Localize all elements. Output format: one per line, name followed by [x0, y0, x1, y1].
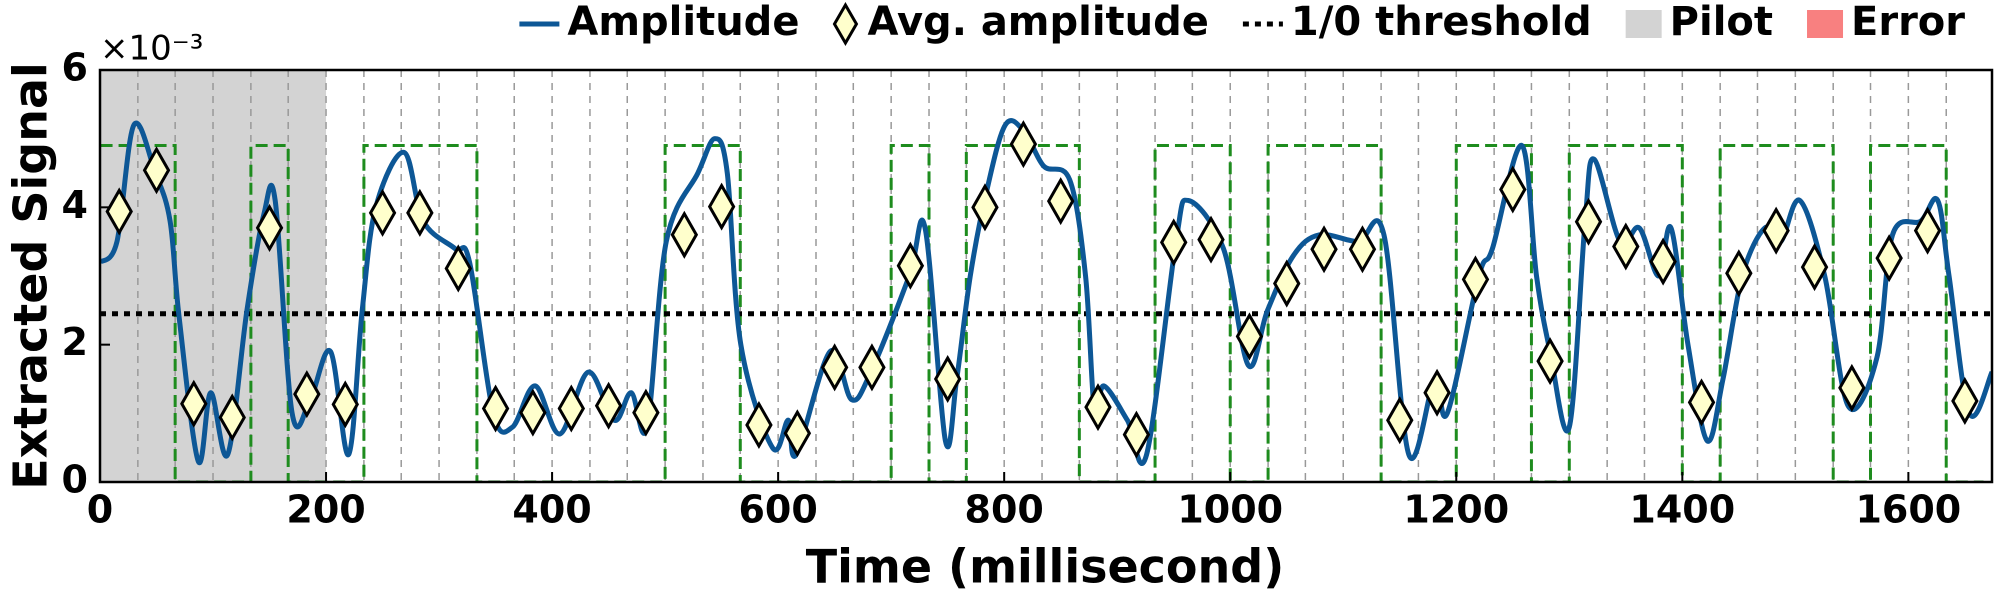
- avg-marker: [1235, 312, 1264, 361]
- avg-marker: [707, 182, 736, 231]
- avg-marker: [1951, 376, 1979, 425]
- avg-marker: [1875, 234, 1903, 283]
- y-offset-label: ×10⁻³: [100, 29, 203, 69]
- avg-marker: [1649, 237, 1677, 286]
- legend-label: Pilot: [1670, 0, 1773, 45]
- avg-marker: [670, 210, 699, 259]
- legend-label: Avg. amplitude: [867, 0, 1208, 45]
- avg-marker: [519, 388, 547, 437]
- avg-marker: [293, 370, 321, 419]
- avg-marker: [142, 146, 171, 195]
- avg-marker: [632, 388, 660, 437]
- y-axis-label: Extracted Signal: [4, 62, 58, 490]
- x-tick-label: 600: [738, 488, 817, 532]
- avg-marker: [1838, 363, 1866, 412]
- x-tick-label: 1400: [1629, 488, 1735, 532]
- avg-marker: [331, 380, 359, 429]
- avg-marker: [896, 241, 925, 290]
- avg-marker: [745, 400, 773, 450]
- x-tick-label: 400: [512, 488, 591, 532]
- avg-marker: [1386, 396, 1414, 445]
- legend-label: Error: [1851, 0, 1965, 45]
- avg-marker: [406, 188, 434, 237]
- avg-marker: [105, 187, 133, 236]
- avg-marker: [1046, 177, 1075, 226]
- plot-frame: [98, 68, 1994, 484]
- legend-patch: [1807, 10, 1844, 38]
- avg-marker: [1536, 337, 1564, 386]
- avg-marker: [1084, 383, 1112, 432]
- y-tick-label: 2: [62, 320, 88, 364]
- avg-marker: [820, 343, 849, 392]
- x-axis-label: Time (millisecond): [806, 540, 1284, 594]
- amplitude-line: [100, 118, 1992, 466]
- avg-marker: [1273, 259, 1301, 308]
- avg-marker: [1762, 206, 1790, 255]
- x-tick-label: 1600: [1855, 488, 1961, 532]
- legend-diamond: [832, 2, 859, 46]
- avg-marker: [933, 354, 962, 404]
- avg-marker: [444, 244, 473, 293]
- avg-marker: [1423, 368, 1451, 417]
- avg-marker: [1574, 197, 1603, 246]
- y-tick-label: 4: [62, 183, 88, 227]
- avg-marker: [481, 384, 510, 433]
- avg-marker: [1122, 410, 1151, 459]
- y-tick-label: 0: [62, 458, 88, 502]
- avg-marker: [180, 379, 208, 428]
- avg-marker: [1687, 378, 1716, 427]
- avg-marker: [1009, 120, 1038, 169]
- avg-marker: [1725, 249, 1753, 298]
- avg-marker: [557, 384, 586, 433]
- avg-marker: [1348, 225, 1377, 274]
- y-tick-label: 6: [62, 46, 88, 90]
- avg-marker: [1159, 218, 1188, 267]
- x-tick-label: 800: [965, 488, 1044, 532]
- avg-marker: [1612, 222, 1640, 271]
- avg-marker: [971, 183, 999, 232]
- decoded-bits: [100, 144, 1984, 482]
- x-tick-label: 0: [87, 488, 113, 532]
- x-tick-label: 1000: [1177, 488, 1283, 532]
- avg-marker: [218, 393, 246, 442]
- avg-marker: [783, 409, 812, 458]
- avg-marker: [1800, 243, 1829, 292]
- avg-marker: [368, 188, 397, 237]
- avg-marker: [1499, 165, 1527, 214]
- legend-label: Amplitude: [567, 0, 799, 45]
- legend-patch: [1625, 10, 1662, 38]
- avg-marker: [255, 203, 284, 252]
- avg-marker: [858, 343, 886, 392]
- x-tick-label: 200: [286, 488, 365, 532]
- x-tick-label: 1200: [1403, 488, 1509, 532]
- avg-marker: [1197, 215, 1225, 264]
- avg-marker: [1310, 225, 1338, 274]
- avg-marker: [1461, 255, 1490, 304]
- avg-marker: [1913, 206, 1942, 255]
- avg-marker: [594, 381, 623, 430]
- legend-label: 1/0 threshold: [1291, 0, 1592, 45]
